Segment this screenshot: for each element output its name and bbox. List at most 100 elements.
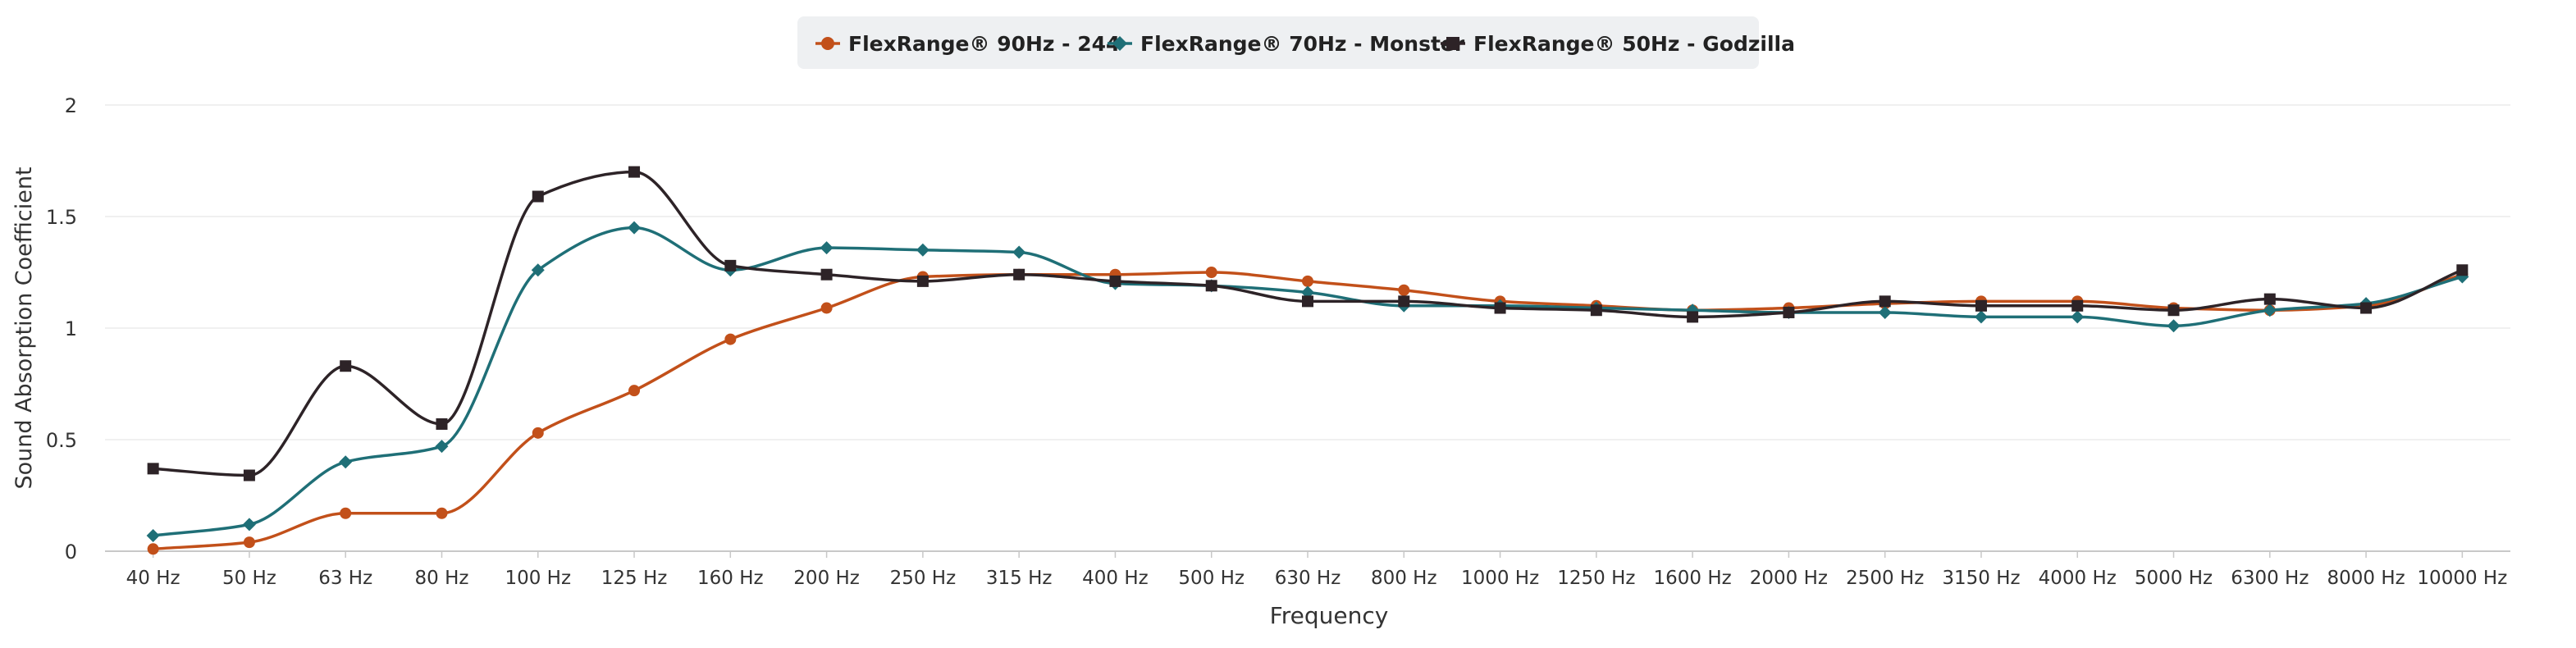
data-point [1974, 310, 1988, 324]
data-point [532, 190, 544, 203]
data-point [147, 463, 159, 475]
data-point [2167, 304, 2180, 317]
x-tick-label: 2000 Hz [1750, 568, 1828, 589]
series-line [151, 271, 2464, 551]
x-tick-label: 8000 Hz [2327, 568, 2405, 589]
data-point [916, 243, 929, 257]
data-point [1878, 305, 1892, 319]
x-tick-label: 125 Hz [601, 568, 668, 589]
data-point [724, 259, 737, 272]
grid: 0 0.5 1 1.5 2 [46, 94, 2510, 564]
axes: Frequency Sound Absorption Coefficient 4… [11, 167, 2507, 629]
data-point [820, 268, 833, 281]
x-tick-label: 315 Hz [986, 568, 1053, 589]
x-tick-label: 1600 Hz [1654, 568, 1732, 589]
y-tick-label: 0 [65, 541, 77, 564]
data-point [1398, 284, 1410, 296]
y-tick-label: 1 [65, 317, 77, 340]
x-tick-label: 250 Hz [890, 568, 957, 589]
data-point [1783, 306, 1795, 318]
data-point [628, 385, 641, 397]
data-point [2071, 299, 2084, 312]
x-tick-label: 400 Hz [1082, 568, 1149, 589]
data-point [339, 455, 353, 469]
data-point [1687, 311, 1699, 323]
data-point [340, 360, 352, 372]
legend-swatch-marker [821, 37, 834, 50]
data-point [2167, 319, 2181, 333]
series-3 [147, 166, 2469, 481]
series-1 [147, 267, 2469, 555]
legend-item[interactable]: FlexRange® 90Hz - 244 [815, 32, 1120, 56]
data-point [1302, 275, 1313, 287]
x-tick-label: 10000 Hz [2417, 568, 2507, 589]
data-point [1205, 267, 1217, 278]
legend-box [797, 16, 1759, 69]
legend: FlexRange® 90Hz - 244 FlexRange® 70Hz - M… [797, 16, 1795, 69]
legend-item[interactable]: FlexRange® 70Hz - Monster [1108, 32, 1465, 56]
data-point [436, 507, 448, 519]
data-point [242, 518, 256, 532]
data-point [340, 507, 352, 519]
x-tick-label: 200 Hz [793, 568, 860, 589]
y-tick-label: 2 [65, 94, 77, 117]
x-tick-label: 1250 Hz [1557, 568, 1635, 589]
x-tick-label: 160 Hz [697, 568, 764, 589]
legend-label: FlexRange® 70Hz - Monster [1140, 32, 1465, 56]
data-point [1012, 245, 1026, 259]
x-tick-label: 3150 Hz [1942, 568, 2020, 589]
data-point [1205, 280, 1217, 292]
data-point [820, 302, 833, 314]
y-axis-title: Sound Absorption Coefficient [11, 167, 37, 489]
data-point [532, 427, 544, 439]
data-point [147, 543, 159, 555]
data-point [146, 528, 160, 542]
data-point [2360, 302, 2373, 314]
x-tick-label: 500 Hz [1178, 568, 1245, 589]
data-point [243, 536, 255, 549]
x-tick-label: 80 Hz [415, 568, 469, 589]
x-tick-label: 63 Hz [318, 568, 372, 589]
x-tick-label: 4000 Hz [2039, 568, 2117, 589]
x-tick-label: 630 Hz [1275, 568, 1341, 589]
data-point [1302, 295, 1313, 308]
data-point [435, 440, 449, 454]
y-tick-label: 1.5 [46, 206, 77, 229]
x-axis-title: Frequency [1270, 602, 1389, 629]
data-point [820, 241, 834, 255]
legend-item[interactable]: FlexRange® 50Hz - Godzilla [1441, 32, 1795, 56]
data-point [1494, 302, 1506, 314]
data-point [2071, 310, 2085, 324]
legend-swatch-marker [1446, 37, 1459, 50]
x-tick-label: 50 Hz [222, 568, 276, 589]
data-point [916, 275, 929, 287]
series-layer [146, 166, 2469, 555]
x-tick-label: 1000 Hz [1461, 568, 1539, 589]
data-point [2456, 264, 2469, 276]
x-tick-label: 6300 Hz [2231, 568, 2309, 589]
data-point [1109, 275, 1121, 287]
data-point [531, 263, 545, 277]
series-2 [146, 221, 2469, 542]
x-tick-label: 5000 Hz [2135, 568, 2213, 589]
data-point [243, 469, 255, 481]
data-point [2263, 303, 2277, 317]
data-point [1975, 299, 1987, 312]
y-tick-label: 0.5 [46, 429, 77, 452]
data-point [436, 418, 448, 430]
data-point [628, 221, 642, 235]
series-line [151, 226, 2464, 537]
legend-label: FlexRange® 50Hz - Godzilla [1473, 32, 1795, 56]
x-tick-label: 100 Hz [505, 568, 571, 589]
data-point [1879, 295, 1891, 308]
data-point [1590, 304, 1602, 317]
series-line [151, 170, 2464, 477]
data-point [724, 333, 737, 345]
x-tick-label: 2500 Hz [1846, 568, 1924, 589]
data-point [1013, 268, 1025, 281]
legend-label: FlexRange® 90Hz - 244 [848, 32, 1120, 56]
legend-swatch-marker [1112, 36, 1127, 51]
x-tick-label: 40 Hz [126, 568, 180, 589]
